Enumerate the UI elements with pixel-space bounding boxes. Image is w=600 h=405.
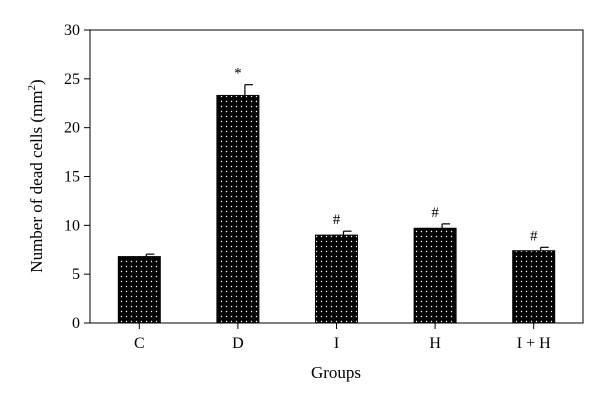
y-tick-label: 5 [72,266,80,283]
x-axis: C D I H I + H [134,323,551,352]
x-tick-label: I + H [517,335,551,352]
x-axis-label: Groups [311,363,361,382]
y-tick-label: 0 [72,315,80,332]
y-tick-label: 10 [64,217,80,234]
significance-marker: # [431,205,439,221]
x-tick-label: H [429,335,441,352]
x-tick-label: I [334,335,339,352]
bar [315,234,358,324]
y-tick-label: 25 [64,71,80,88]
bar [216,94,260,324]
significance-marker: # [530,228,538,244]
significance-marker: * [234,66,242,82]
x-tick-label: C [134,335,145,352]
y-tick-label: 20 [64,120,80,137]
y-axis-label-superscript: 2 [26,85,38,91]
bar [413,227,457,324]
y-tick-label: 15 [64,169,80,186]
y-axis-label-close: ) [27,79,46,85]
bars-group: * # # # [117,66,556,324]
significance-marker: # [333,212,341,228]
y-axis: 0 5 10 15 20 25 30 [64,22,90,332]
y-tick-label: 30 [64,22,80,39]
y-axis-label-main: Number of dead cells (mm [27,90,46,272]
bar [512,250,556,324]
x-tick-label: D [232,335,244,352]
y-axis-label: Number of dead cells (mm2) [26,79,46,272]
bar [117,256,161,324]
